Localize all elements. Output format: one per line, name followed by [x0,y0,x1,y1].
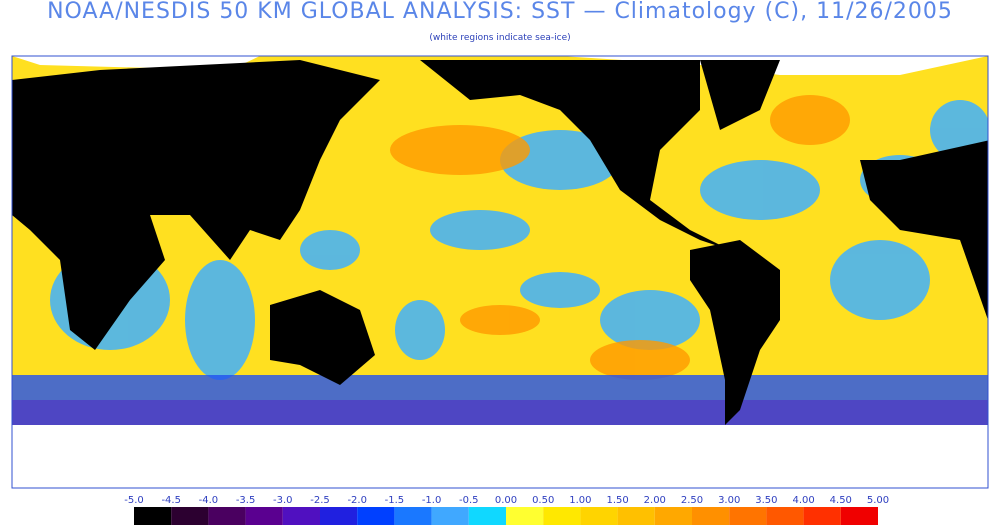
colorbar-label: -2.5 [310,495,330,506]
map [11,55,989,489]
colorbar-swatch [543,507,581,525]
colorbar-swatch [468,507,506,525]
colorbar: -5.0 -4.5 -4.0 -3.5 -3.0 -2.5 -2.0 -1.5 -1.0 -0.5… [124,495,889,525]
colorbar-swatch [506,507,544,525]
subtitle: (white regions indicate sea-ice) [429,33,570,43]
colorbar-label: -4.0 [199,495,219,506]
colorbar-label: 1.50 [606,495,628,506]
colorbar-swatch [282,507,320,525]
southern-band-dark [12,400,988,425]
colorbar-label: 0.00 [495,495,517,506]
colorbar-swatch [171,507,209,525]
colorbar-swatch [357,507,395,525]
colorbar-label: 3.50 [755,495,777,506]
colorbar-swatch [208,507,246,525]
colorbar-swatch [729,507,767,525]
colorbar-swatch [394,507,432,525]
colorbar-label: -1.0 [422,495,442,506]
colorbar-label: -3.0 [273,495,293,506]
colorbar-label: 2.00 [644,495,666,506]
colorbar-label: 3.00 [718,495,740,506]
colorbar-swatch [803,507,841,525]
colorbar-label: -2.0 [347,495,367,506]
land [12,60,988,425]
map-frame [11,55,989,489]
colorbar-swatch [766,507,804,525]
colorbar-label: 1.00 [569,495,591,506]
colorbar-label: -5.0 [124,495,144,506]
colorbar-label: -4.5 [161,495,181,506]
colorbar-swatch [840,507,878,525]
colorbar-swatch [580,507,618,525]
colorbar-swatch [134,507,172,525]
colorbar-label: 4.00 [792,495,814,506]
warm-anomalies [390,95,850,380]
colorbar-swatch [431,507,469,525]
colorbar-swatch [617,507,655,525]
colorbar-label: 2.50 [681,495,703,506]
title: NOAA/NESDIS 50 KM GLOBAL ANALYSIS: SST —… [47,0,953,24]
colorbar-label: -1.5 [385,495,405,506]
colorbar-swatch [245,507,283,525]
colorbar-label: 4.50 [830,495,852,506]
colorbar-label: -3.5 [236,495,256,506]
sea-ice [12,56,988,488]
colorbar-swatch [692,507,730,525]
colorbar-label: 0.50 [532,495,554,506]
colorbar-swatch [654,507,692,525]
colorbar-label: 5.00 [867,495,889,506]
colorbar-swatch [320,507,358,525]
colorbar-label: -0.5 [459,495,479,506]
